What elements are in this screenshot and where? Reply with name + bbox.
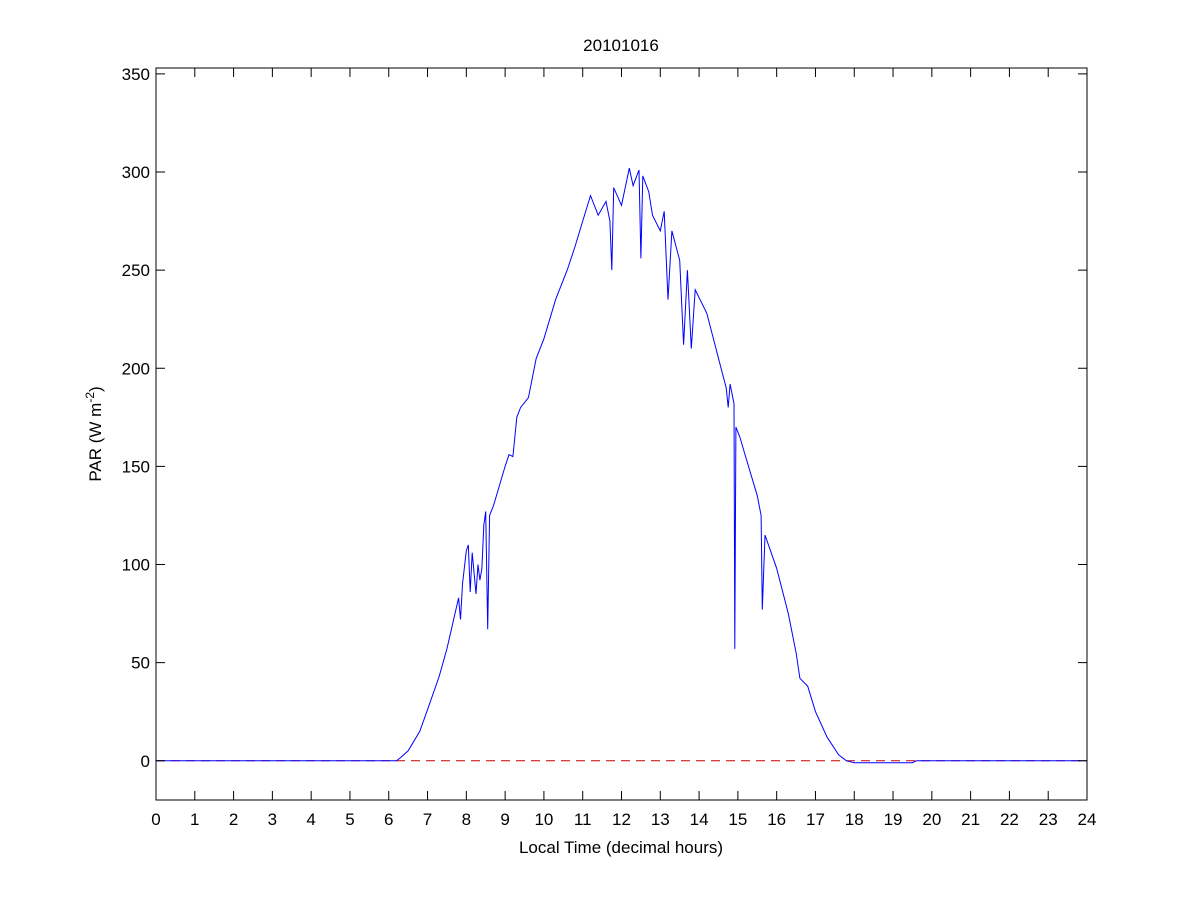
x-tick-label: 16	[767, 810, 786, 829]
x-tick-label: 2	[229, 810, 238, 829]
y-tick-label: 300	[122, 163, 150, 182]
y-axis-label: PAR (W m-2)	[83, 386, 105, 481]
x-tick-label: 21	[961, 810, 980, 829]
y-tick-label: 100	[122, 556, 150, 575]
y-tick-label: 250	[122, 261, 150, 280]
x-tick-label: 10	[534, 810, 553, 829]
x-tick-label: 11	[574, 810, 592, 829]
x-tick-label: 22	[1000, 810, 1019, 829]
x-axis-label: Local Time (decimal hours)	[519, 838, 723, 857]
y-axis-label-main: PAR (W m	[86, 403, 105, 482]
x-tick-label: 5	[345, 810, 354, 829]
x-tick-label: 14	[690, 810, 709, 829]
x-tick-label: 3	[268, 810, 277, 829]
x-tick-label: 15	[728, 810, 747, 829]
x-tick-label: 24	[1078, 810, 1097, 829]
x-tick-label: 9	[500, 810, 509, 829]
par-series-line	[156, 167, 1087, 764]
x-tick-label: 18	[845, 810, 864, 829]
x-tick-label: 19	[884, 810, 903, 829]
chart-title: 20101016	[583, 36, 659, 55]
x-tick-label: 23	[1039, 810, 1058, 829]
y-axis-label-end: )	[86, 386, 105, 392]
y-tick-label: 200	[122, 359, 150, 378]
x-tick-label: 6	[384, 810, 393, 829]
y-tick-label: 0	[141, 752, 150, 771]
plot-background	[156, 68, 1087, 800]
x-tick-label: 17	[806, 810, 825, 829]
x-tick-label: 8	[462, 810, 471, 829]
y-tick-label: 150	[122, 457, 150, 476]
x-tick-label: 0	[151, 810, 160, 829]
y-axis-label-sup: -2	[83, 392, 97, 403]
x-tick-label: 13	[651, 810, 670, 829]
y-tick-label: 50	[131, 654, 150, 673]
x-tick-label: 12	[612, 810, 631, 829]
x-tick-label: 1	[190, 810, 199, 829]
y-tick-label: 350	[122, 65, 150, 84]
x-tick-label: 7	[423, 810, 432, 829]
x-tick-label: 20	[922, 810, 941, 829]
x-tick-label: 4	[306, 810, 315, 829]
